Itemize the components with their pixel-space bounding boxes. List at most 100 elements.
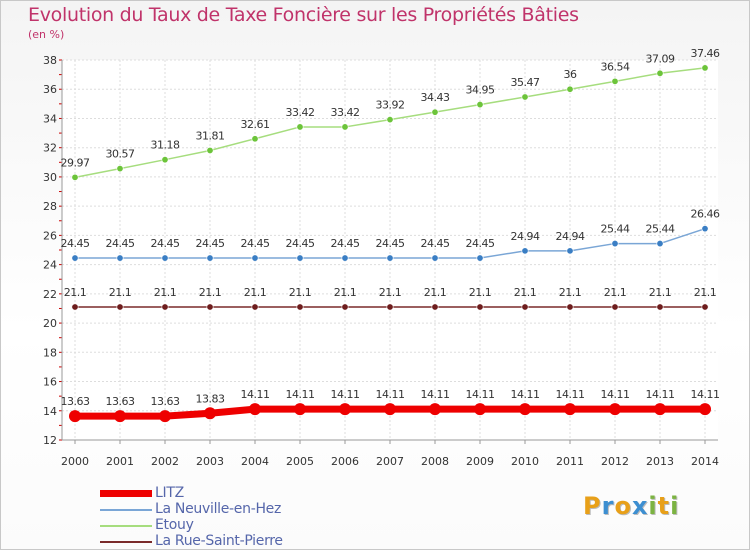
data-label-la-neuville-en-hez: 24.45 [466,237,495,250]
data-label-la-rue-saint-pierre: 21.1 [154,286,177,299]
data-label-etouy: 35.47 [511,76,540,89]
data-point-litz [69,410,81,423]
x-tick-label: 2010 [511,455,539,468]
data-label-etouy: 33.42 [286,106,315,119]
data-point-la-rue-saint-pierre [656,303,664,311]
logo-letter: P [583,492,602,520]
data-label-etouy: 33.42 [331,106,360,119]
data-label-la-rue-saint-pierre: 21.1 [514,286,537,299]
data-label-etouy: 31.81 [196,129,225,142]
y-tick-label: 12 [43,434,57,447]
logo-letter: o [614,492,632,520]
data-point-la-neuville-en-hez [341,254,349,262]
data-label-la-neuville-en-hez: 25.44 [601,223,630,236]
data-point-la-rue-saint-pierre [206,303,214,311]
data-label-etouy: 34.43 [421,91,450,104]
data-point-la-neuville-en-hez [566,247,574,255]
data-point-etouy [566,85,574,93]
data-label-etouy: 31.18 [151,139,180,152]
data-label-la-neuville-en-hez: 24.94 [511,230,540,243]
data-point-la-neuville-en-hez [476,254,484,262]
legend-swatch-la-rue-saint-pierre [100,541,152,543]
data-point-etouy [161,156,169,164]
data-label-litz: 14.11 [466,388,495,401]
data-point-etouy [116,165,124,173]
data-label-la-rue-saint-pierre: 21.1 [559,286,582,299]
data-point-la-neuville-en-hez [296,254,304,262]
data-label-la-neuville-en-hez: 26.46 [691,208,720,221]
data-point-etouy [701,64,709,72]
data-point-la-neuville-en-hez [701,225,709,233]
data-point-la-neuville-en-hez [521,247,529,255]
data-point-litz [339,403,351,416]
data-label-litz: 14.11 [241,388,270,401]
data-point-la-rue-saint-pierre [116,303,124,311]
data-point-la-neuville-en-hez [206,254,214,262]
data-point-la-neuville-en-hez [611,240,619,248]
data-label-litz: 13.63 [106,395,135,408]
data-label-etouy: 30.57 [106,148,135,161]
data-point-la-rue-saint-pierre [521,303,529,311]
data-label-litz: 14.11 [286,388,315,401]
x-tick-label: 2001 [106,455,134,468]
y-tick-label: 18 [43,346,57,359]
logo-letter: i [670,492,680,520]
data-point-la-rue-saint-pierre [386,303,394,311]
data-label-la-rue-saint-pierre: 21.1 [604,286,627,299]
y-tick-label: 26 [43,229,57,242]
data-point-litz [474,403,486,416]
data-label-la-neuville-en-hez: 24.45 [151,237,180,250]
data-label-la-rue-saint-pierre: 21.1 [649,286,672,299]
data-label-litz: 14.11 [556,388,585,401]
data-label-la-neuville-en-hez: 24.45 [331,237,360,250]
data-label-litz: 14.11 [691,388,720,401]
x-tick-label: 2008 [421,455,449,468]
data-point-la-rue-saint-pierre [71,303,79,311]
x-tick-label: 2013 [646,455,674,468]
data-label-la-neuville-en-hez: 24.45 [196,237,225,250]
data-point-la-neuville-en-hez [251,254,259,262]
logo-letter: t [657,492,671,520]
data-label-etouy: 29.97 [61,156,90,169]
data-label-etouy: 37.46 [691,47,720,60]
data-point-la-rue-saint-pierre [341,303,349,311]
data-label-litz: 14.11 [646,388,675,401]
data-label-litz: 13.83 [196,392,225,405]
data-point-etouy [71,173,79,181]
data-label-litz: 14.11 [376,388,405,401]
data-label-la-neuville-en-hez: 25.44 [646,223,675,236]
data-point-la-rue-saint-pierre [566,303,574,311]
chart-title: Evolution du Taux de Taxe Foncière sur l… [28,4,579,26]
data-point-etouy [296,123,304,131]
x-tick-label: 2009 [466,455,494,468]
x-tick-label: 2004 [241,455,269,468]
x-tick-label: 2014 [691,455,719,468]
data-label-la-rue-saint-pierre: 21.1 [379,286,402,299]
y-tick-label: 38 [43,54,57,67]
y-tick-label: 24 [43,259,57,272]
data-label-etouy: 36.54 [601,60,630,73]
data-point-litz [159,410,171,423]
data-point-la-rue-saint-pierre [476,303,484,311]
legend-label-litz: LITZ [155,485,184,501]
data-point-litz [294,403,306,416]
data-point-etouy [656,69,664,77]
data-point-la-rue-saint-pierre [296,303,304,311]
data-label-la-neuville-en-hez: 24.45 [241,237,270,250]
proxiti-logo: Proxiti [583,492,679,520]
data-point-litz [564,403,576,416]
x-tick-label: 2002 [151,455,179,468]
data-label-litz: 14.11 [421,388,450,401]
data-point-litz [429,403,441,416]
data-point-la-rue-saint-pierre [251,303,259,311]
data-label-la-rue-saint-pierre: 21.1 [64,286,87,299]
y-tick-label: 14 [43,405,57,418]
data-label-la-neuville-en-hez: 24.94 [556,230,585,243]
data-point-la-neuville-en-hez [431,254,439,262]
x-tick-label: 2011 [556,455,584,468]
data-label-etouy: 34.95 [466,84,495,97]
y-tick-label: 22 [43,288,57,301]
x-tick-label: 2007 [376,455,404,468]
data-point-litz [609,403,621,416]
data-point-etouy [251,135,259,143]
